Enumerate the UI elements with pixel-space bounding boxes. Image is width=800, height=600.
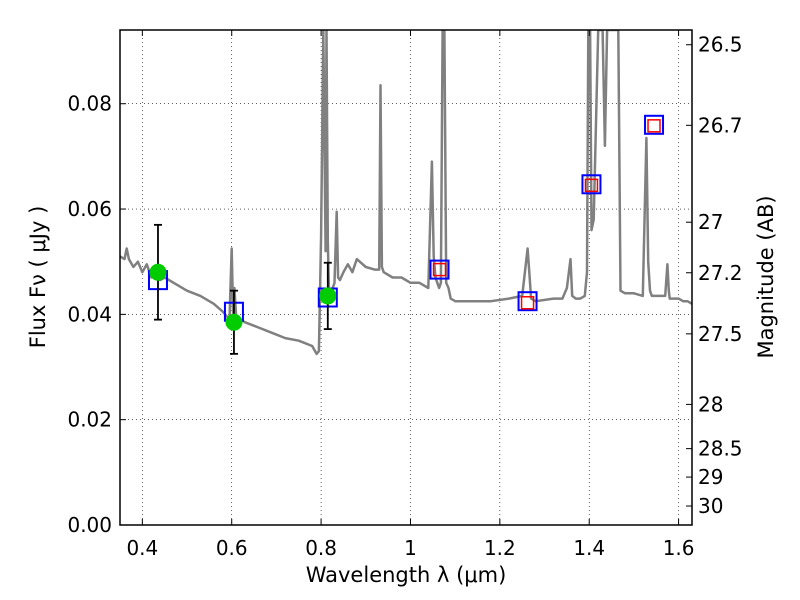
right-tick-label: 26.7 [698, 113, 743, 137]
synthetic-point-square [647, 119, 661, 133]
y-right-axis-label: Magnitude (AB) [754, 195, 778, 358]
synthetic-point-square [584, 178, 599, 193]
marker-layer [147, 114, 665, 355]
y-tick-label: 0.06 [67, 197, 112, 221]
axis-layer: 0.4 0.6 0.8 1 1.2 1.4 1.6 0.00 0.02 0.04 0.06 0.08 2… [67, 30, 743, 560]
plot-frame [119, 29, 693, 526]
model-point-square [581, 174, 602, 195]
x-axis-label: Wavelength λ (μm) [306, 563, 507, 587]
synthetic-point-square [432, 262, 447, 277]
observed-point [225, 313, 243, 331]
model-point-square [517, 291, 538, 312]
right-tick-label: 27.5 [698, 322, 743, 346]
observed-point [149, 263, 167, 281]
right-tick-label: 29 [698, 465, 723, 489]
y-tick-label: 0.08 [67, 92, 112, 116]
x-tick-label: 1.6 [663, 536, 695, 560]
x-tick-label: 1.4 [573, 536, 605, 560]
x-tick-label: 0.8 [305, 536, 337, 560]
y-axis-label: Flux Fν ( μJy ) [26, 206, 50, 349]
right-tick-label: 26.5 [698, 33, 743, 57]
x-tick-label: 1.2 [484, 536, 516, 560]
y-tick-label: 0.04 [67, 302, 112, 326]
right-tick-label: 27 [698, 210, 723, 234]
right-tick-label: 30 [698, 494, 723, 518]
y-tick-label: 0.02 [67, 408, 112, 432]
right-tick-label: 28.5 [698, 437, 743, 461]
x-tick-label: 0.6 [216, 536, 248, 560]
x-tick-label: 0.4 [126, 536, 158, 560]
model-point-square [429, 259, 450, 280]
x-tick-label: 1 [404, 536, 417, 560]
right-tick-label: 28 [698, 392, 723, 416]
observed-point [319, 287, 337, 305]
right-tick-label: 27.2 [698, 261, 743, 285]
y-tick-label: 0.00 [67, 513, 112, 537]
model-point-square [644, 114, 665, 135]
synthetic-point-square [520, 296, 535, 310]
